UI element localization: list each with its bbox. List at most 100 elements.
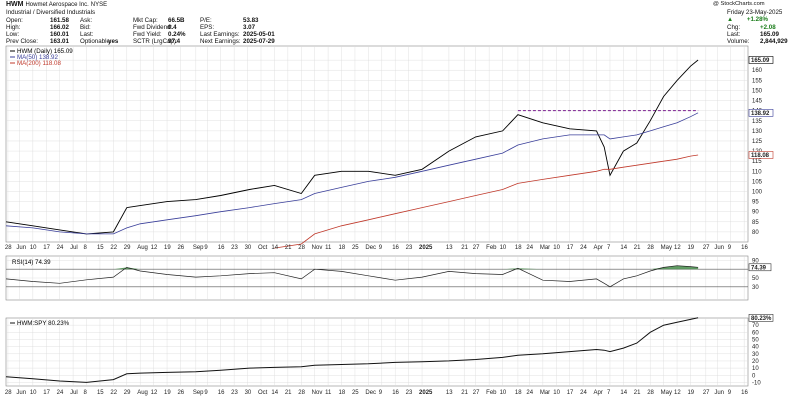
x-tick-label: 9 [728, 245, 732, 251]
quote-label: EPS: [200, 24, 215, 31]
quote-value: 166.02 [50, 24, 69, 31]
y-tick-label: 160 [752, 68, 763, 74]
x-tick-label: 23 [406, 245, 413, 251]
x-tick-label: 21 [634, 245, 641, 251]
y-tick-label: 100 [752, 189, 763, 195]
x-tick-label: 28 [298, 245, 305, 251]
legend-entry: HWM (Daily) 165.09 [17, 48, 73, 55]
y-tick-label: 145 [752, 99, 763, 105]
x-tick-label: 9 [728, 390, 732, 396]
x-tick-label: 14 [620, 390, 627, 396]
x-tick-label: 30 [245, 390, 252, 396]
x-tick-label: Jun [714, 390, 724, 396]
y-tick-label: 10 [752, 366, 759, 372]
quote-label: Ask: [80, 17, 93, 24]
x-tick-label: 29 [124, 245, 131, 251]
y-tick-label: 50 [752, 276, 759, 282]
x-tick-label: 18 [339, 245, 346, 251]
legend-entry: MA(200) 118.08 [17, 60, 61, 67]
y-tick-label: 70 [752, 323, 759, 329]
y-tick-label: 130 [752, 129, 763, 135]
x-tick-label: 19 [687, 245, 694, 251]
x-tick-label: 8 [84, 390, 88, 396]
quote-label: Last Earnings: [200, 31, 240, 38]
x-tick-label: 28 [298, 390, 305, 396]
y-tick-label: 0 [752, 373, 756, 379]
x-tick-label: 27 [473, 390, 480, 396]
x-tick-label: 21 [634, 390, 641, 396]
x-tick-label: Nov [312, 390, 323, 396]
ma50-line [5, 112, 699, 235]
summary-value: +2.08 [760, 24, 776, 31]
quote-label: Prev Close: [6, 38, 38, 45]
x-tick-label: 9 [379, 245, 383, 251]
summary-label: Volume: [727, 38, 750, 45]
x-tick-label: 14 [271, 390, 278, 396]
x-tick-label: 14 [620, 245, 627, 251]
x-tick-label: 23 [231, 390, 238, 396]
x-tick-label: Aug [137, 390, 148, 396]
last-value-label: 118.08 [751, 153, 770, 159]
x-tick-label: 2025 [419, 245, 433, 251]
panel-frame [5, 317, 749, 387]
x-tick-label: 12 [674, 390, 681, 396]
y-tick-label: 135 [752, 119, 763, 125]
y-tick-label: 50 [752, 337, 759, 343]
quote-value: 53.83 [243, 17, 259, 24]
quote-value: 66.5B [168, 17, 185, 24]
quote-label: High: [6, 24, 21, 31]
x-tick-label: 14 [271, 245, 278, 251]
quote-value: 2025-07-29 [243, 38, 275, 45]
x-tick-label: Oct [258, 390, 268, 396]
x-tick-label: 16 [741, 245, 748, 251]
x-tick-label: Mar [540, 245, 550, 251]
x-tick-label: 24 [526, 390, 533, 396]
chart-header: HWM Howmet Aerospace Inc. NYSE Industria… [0, 0, 800, 45]
quote-label: Mkt Cap: [133, 17, 158, 24]
x-tick-label: 2025 [419, 390, 433, 396]
x-tick-label: 12 [674, 245, 681, 251]
panel-frame [5, 45, 749, 243]
rsi-legend: RSI(14) 74.39 [12, 259, 51, 266]
x-tick-label: 27 [473, 245, 480, 251]
x-tick-label: Jun [16, 245, 26, 251]
company-name: Howmet Aerospace Inc. [25, 2, 89, 8]
x-tick-label: 16 [741, 390, 748, 396]
summary-label: Chg: [727, 24, 741, 31]
x-tick-label: 25 [352, 390, 359, 396]
x-tick-label: 10 [500, 245, 507, 251]
x-tick-label: 7 [607, 245, 611, 251]
x-tick-label: 23 [406, 390, 413, 396]
quote-label: Optionable: [80, 38, 112, 45]
x-tick-label: 22 [110, 390, 117, 396]
x-tick-label: 16 [218, 390, 225, 396]
x-tick-label: 19 [164, 390, 171, 396]
x-tick-label: 24 [57, 390, 64, 396]
x-tick-label: 18 [339, 390, 346, 396]
x-tick-label: Sep [193, 245, 204, 251]
x-tick-label: 18 [515, 245, 522, 251]
rsi-overbought-fill [6, 265, 699, 270]
up-arrow-icon: ▲ [727, 16, 734, 23]
quote-value: yes [108, 38, 119, 45]
change-percent: ▲ +1.28% [727, 16, 769, 23]
watermark: @ StockCharts.com [713, 1, 765, 7]
x-tick-label: Jul [70, 245, 78, 251]
x-tick-label: 11 [325, 245, 332, 251]
summary-value: 2,844,929 [760, 38, 788, 45]
y-tick-label: 105 [752, 179, 763, 185]
rsi-last-value: 74.39 [751, 265, 767, 271]
x-tick-label: 28 [647, 245, 654, 251]
x-tick-label: Sep [193, 390, 204, 396]
x-tick-label: Apr [594, 390, 603, 396]
last-value-box [748, 314, 774, 322]
y-tick-label: 155 [752, 78, 763, 84]
x-tick-label: 16 [392, 245, 399, 251]
x-tick-label: 8 [84, 245, 88, 251]
x-tick-label: 21 [461, 245, 468, 251]
y-tick-label: 80 [752, 230, 759, 236]
x-tick-label: 26 [177, 390, 184, 396]
x-tick-label: 29 [124, 390, 131, 396]
quote-value: 161.58 [50, 17, 69, 24]
